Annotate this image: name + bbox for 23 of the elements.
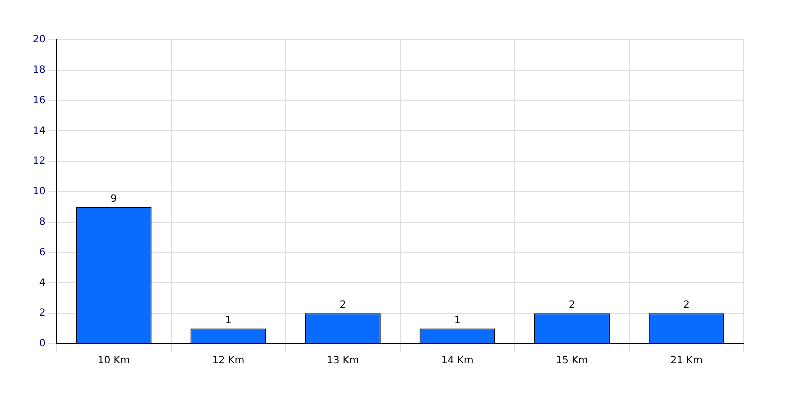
x-tick-label: 14 Km [442, 356, 474, 367]
y-tick-label: 10 [32, 186, 46, 198]
x-tick-label: 10 Km [98, 356, 130, 367]
data-label: 2 [568, 300, 576, 312]
data-label: 2 [340, 300, 346, 312]
x-tick-label: 12 Km [212, 356, 245, 367]
y-tick-label: 12 [32, 156, 46, 168]
x-tick-label: 13 Km [326, 356, 360, 367]
x-tick-label: 15 Km [556, 356, 588, 367]
y-tick-label: 14 [32, 126, 46, 137]
y-tick-label: 2 [39, 308, 46, 320]
data-label: 1 [454, 315, 461, 326]
y-tick-label: 20 [32, 34, 46, 46]
y-tick-label: 4 [39, 278, 46, 289]
y-tick-label: 18 [32, 64, 46, 76]
x-tick-label: 21 Km [670, 356, 703, 367]
data-label: 2 [684, 300, 690, 312]
y-tick-label: 16 [32, 95, 46, 106]
data-label: 1 [225, 315, 232, 326]
data-label: 9 [110, 194, 118, 205]
y-tick-label: 8 [39, 216, 46, 228]
y-tick-label: 0 [39, 338, 46, 350]
y-tick-label: 6 [39, 247, 46, 258]
